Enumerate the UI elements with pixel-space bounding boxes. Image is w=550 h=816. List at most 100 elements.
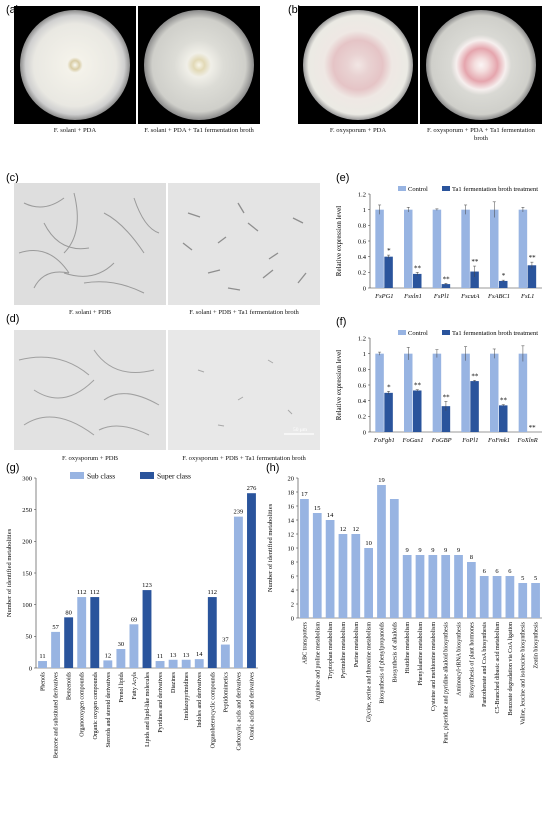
value-label: 37 bbox=[222, 637, 229, 644]
y-tick-label: 0.4 bbox=[358, 254, 367, 261]
x-tick-label: FoFmk1 bbox=[487, 437, 510, 444]
bar-control bbox=[375, 353, 384, 432]
bar-sub-class bbox=[155, 661, 165, 668]
legend-label-treatment: Ta1 fermentation broth treatment bbox=[452, 330, 538, 337]
bar-sub-class bbox=[168, 659, 178, 668]
value-label: 6 bbox=[483, 568, 487, 575]
value-label: 17 bbox=[301, 491, 308, 498]
y-tick-label: 2 bbox=[291, 601, 294, 608]
y-tick-label: 300 bbox=[22, 475, 32, 482]
bar-sub-class bbox=[116, 649, 126, 668]
significance-mark: ** bbox=[529, 424, 537, 432]
legend-label-treatment: Ta1 fermentation broth treatment bbox=[452, 186, 538, 193]
y-tick-label: 0.8 bbox=[358, 367, 366, 374]
bar-treatment bbox=[470, 381, 479, 432]
legend-swatch-treatment bbox=[442, 186, 450, 191]
y-tick-label: 0 bbox=[29, 665, 32, 672]
legend-swatch-control bbox=[398, 330, 406, 335]
value-label: 80 bbox=[65, 609, 72, 616]
value-label: 9 bbox=[418, 547, 421, 554]
bar-sub-class bbox=[103, 660, 113, 668]
bar-sub-class bbox=[220, 644, 230, 668]
y-tick-label: 18 bbox=[288, 489, 295, 496]
value-label: 57 bbox=[52, 624, 59, 631]
x-tick-label: Fsxln1 bbox=[403, 293, 422, 300]
micrograph-foxysporum-pdb bbox=[14, 330, 166, 450]
y-tick-label: 6 bbox=[291, 573, 295, 580]
panel-label-f: (f) bbox=[336, 316, 347, 328]
significance-mark: * bbox=[387, 383, 391, 391]
y-tick-label: 14 bbox=[288, 517, 295, 524]
chart-g: 0 50 100 150 200 250 300 Number of identified m… bbox=[6, 472, 258, 758]
x-tick-label: FoGas1 bbox=[402, 437, 424, 444]
x-tick-label: Peptidomimetics bbox=[223, 671, 229, 712]
x-tick-label: FscutA bbox=[460, 293, 479, 300]
bar bbox=[312, 513, 322, 618]
y-tick-label: 10 bbox=[288, 545, 295, 552]
value-label: 112 bbox=[208, 589, 218, 596]
x-tick-label: Benzoate degradation via CoA ligation bbox=[508, 622, 514, 715]
x-tick-label: Oranic acids and derivatives bbox=[249, 671, 255, 740]
legend-swatch-sub bbox=[70, 472, 84, 479]
x-tick-label: Glycine, serine and threonine metabolism bbox=[367, 622, 373, 722]
bar-treatment bbox=[441, 406, 451, 432]
bar-control bbox=[461, 209, 470, 288]
bar-treatment bbox=[384, 392, 393, 432]
value-label: 13 bbox=[170, 652, 177, 659]
value-label: 9 bbox=[431, 547, 434, 554]
caption-d-left: F. oxysporum + PDB bbox=[62, 455, 118, 462]
y-tick-label: 8 bbox=[291, 559, 294, 566]
bar bbox=[454, 555, 463, 618]
y-tick-label: 16 bbox=[288, 503, 295, 510]
micrograph-fsolani-pdb bbox=[14, 183, 166, 305]
panel-label-c: (c) bbox=[6, 172, 19, 184]
value-label: 12 bbox=[353, 526, 360, 533]
value-label: 9 bbox=[457, 547, 460, 554]
value-label: 30 bbox=[118, 641, 125, 648]
x-tick-label: Diazines bbox=[171, 671, 177, 693]
petri-dish-fsolani-pda-ta1 bbox=[138, 6, 260, 124]
x-tick-label: Benzenoids bbox=[67, 671, 73, 700]
bar bbox=[479, 576, 489, 618]
y-tick-label: 0 bbox=[363, 429, 366, 436]
bar-sub-class bbox=[77, 597, 87, 668]
value-label: 112 bbox=[77, 589, 87, 596]
bar bbox=[415, 555, 425, 618]
chart-e: 0 0.2 0.4 0.6 0.8 1 1.2 Relative expression lev… bbox=[335, 186, 542, 300]
bar-sub-class bbox=[194, 659, 204, 668]
chart-h: 0 2 4 6 8 10 12 14 16 18 20 Number of identified me… bbox=[267, 475, 542, 744]
x-tick-label: Pant, piperidine and pyridine alkaloid b… bbox=[444, 621, 450, 743]
bar-treatment bbox=[499, 280, 508, 288]
petri-dish-foxysporum-pda-ta1 bbox=[420, 6, 542, 124]
y-tick-label: 100 bbox=[22, 602, 32, 609]
y-tick-label: 150 bbox=[22, 570, 32, 577]
x-tick-label: Organic oxygen compounds bbox=[93, 671, 99, 739]
value-label: 19 bbox=[378, 477, 385, 484]
bar-treatment bbox=[384, 256, 393, 288]
x-tick-label: FsPl1 bbox=[433, 293, 450, 300]
value-label: 14 bbox=[196, 651, 203, 658]
caption-c-right: F. solani + PDB + Ta1 fermentation broth bbox=[189, 309, 299, 316]
caption-b-right: F. oxysporum + PDA + Ta1 fermentation br… bbox=[427, 127, 535, 142]
legend-swatch-control bbox=[398, 186, 406, 191]
bar bbox=[505, 576, 515, 618]
x-tick-label: Valine, leucine and isoleucine biosynthe… bbox=[521, 621, 527, 724]
y-tick-label: 1 bbox=[363, 351, 366, 358]
bar-sub-class bbox=[129, 624, 139, 668]
x-tick-label: FoPl1 bbox=[461, 437, 478, 444]
x-tick-label: Cysteine and methionine metabolism bbox=[431, 622, 437, 711]
x-tick-label: Pantothenate and CoA biosynthesis bbox=[482, 621, 488, 706]
x-tick-label: Purine metabolism bbox=[354, 622, 360, 667]
value-label: 6 bbox=[508, 568, 512, 575]
value-label: 15 bbox=[314, 505, 321, 512]
y-tick-label: 0.6 bbox=[358, 238, 367, 245]
bar-super-class bbox=[64, 617, 74, 668]
bar-super-class bbox=[207, 597, 217, 668]
micrograph-fsolani-pdb-ta1 bbox=[168, 183, 320, 305]
petri-dish-fsolani-pda bbox=[14, 6, 136, 124]
value-label: 12 bbox=[340, 526, 347, 533]
bar bbox=[364, 548, 373, 618]
y-axis-label: Relative expression level bbox=[335, 206, 343, 276]
caption-c-left: F. solani + PDB bbox=[68, 309, 112, 316]
bar bbox=[518, 583, 528, 618]
